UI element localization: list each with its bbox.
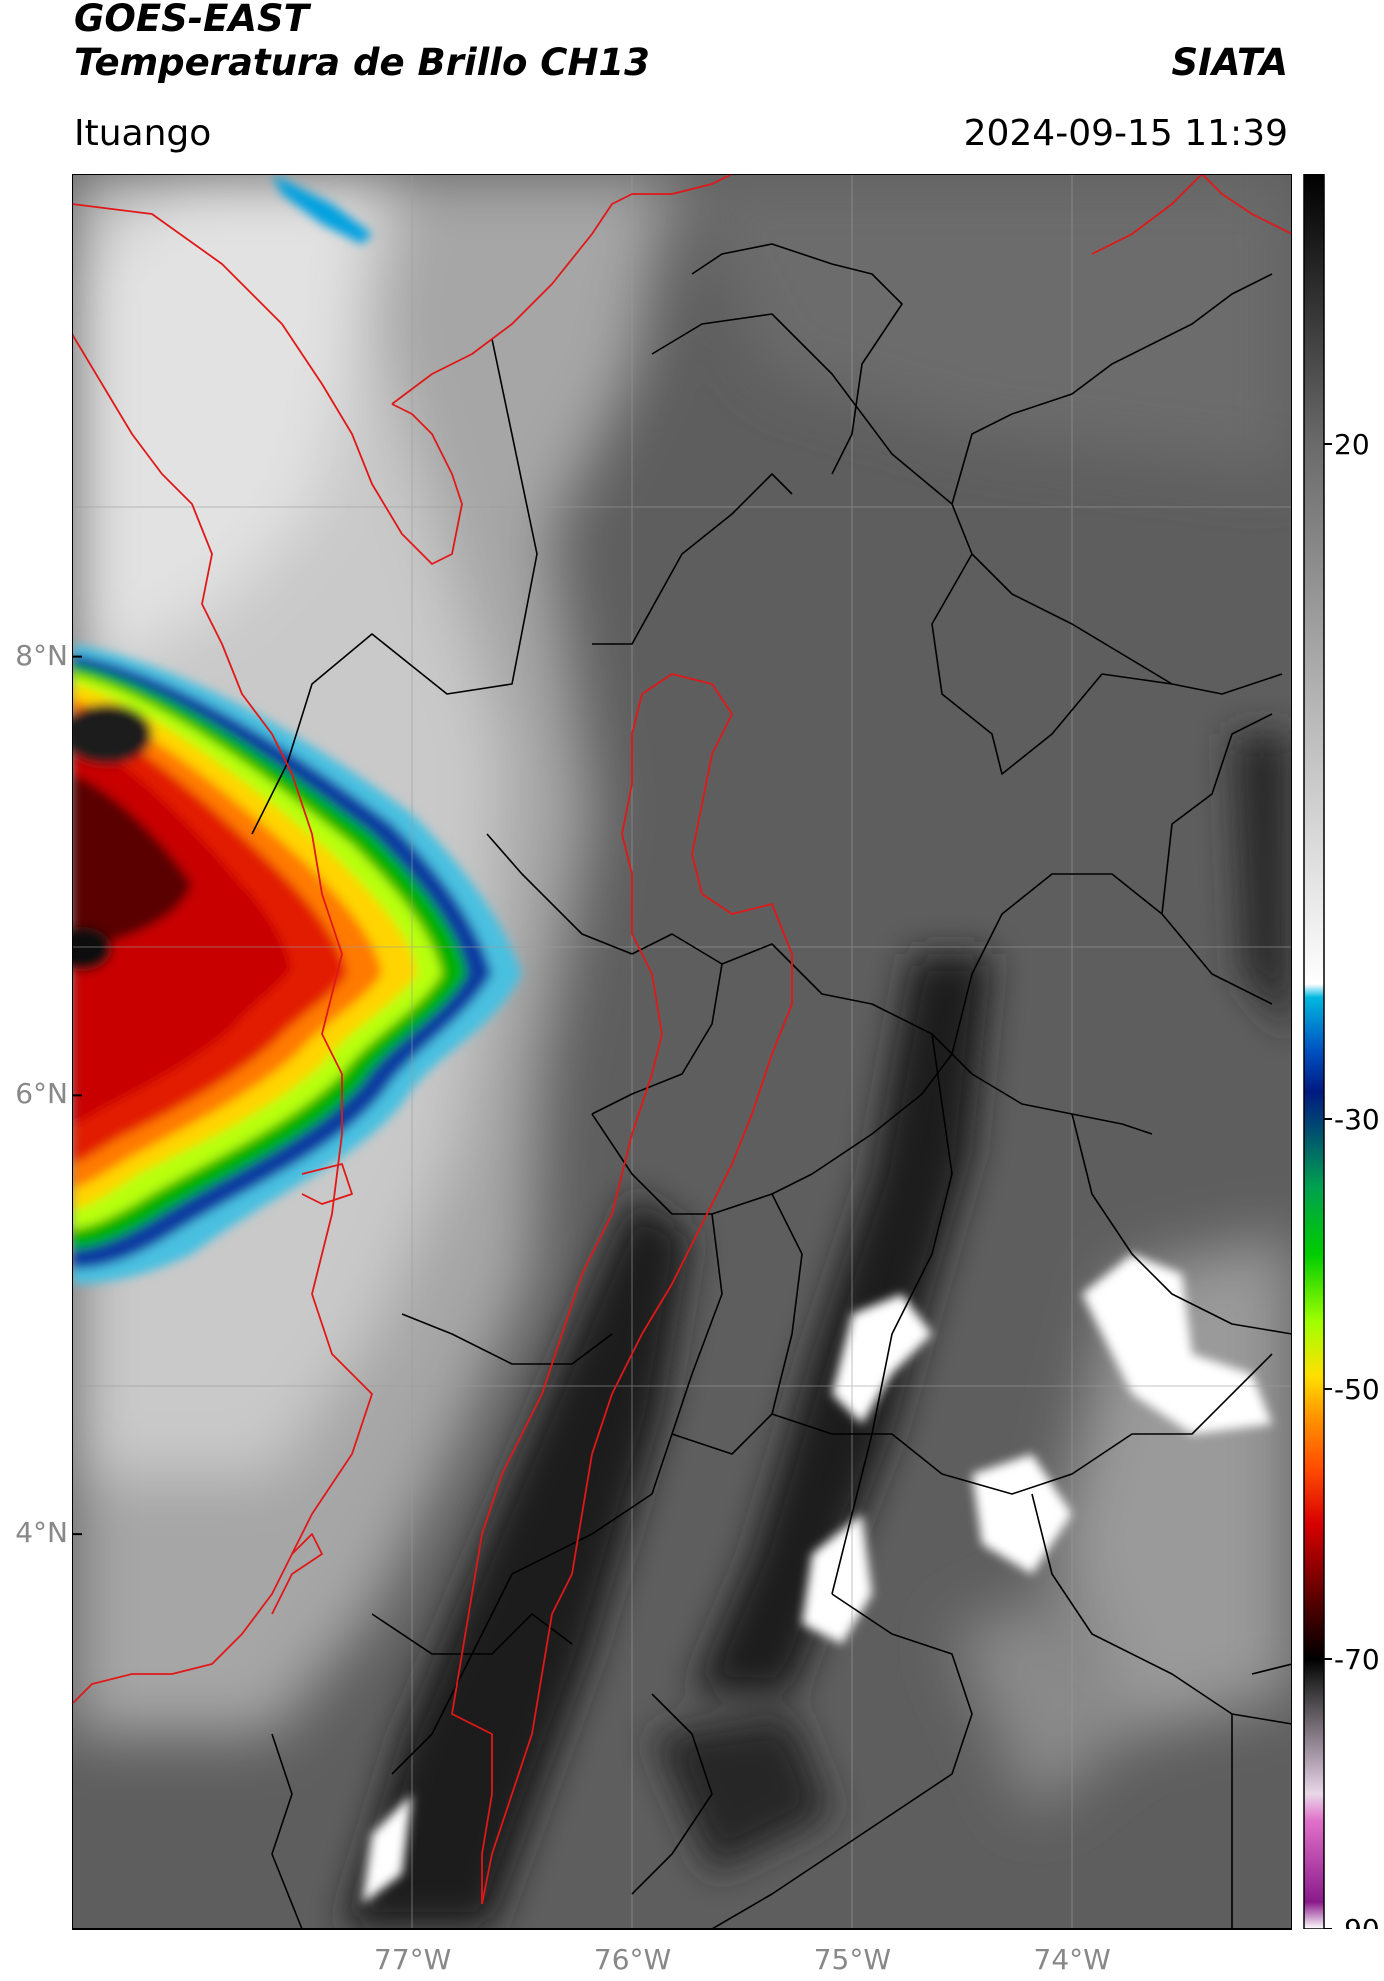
colorbar-tick-label: -50 [1334,1373,1380,1406]
lat-tick-label: 6°N [15,1077,68,1111]
timestamp-label: 2024-09-15 11:39 [963,113,1288,154]
map-raster [72,174,1292,1929]
lat-tick-labels [72,655,82,1536]
satellite-map: 77°W 76°W 75°W 74°W [72,174,1292,1976]
colorbar-gradient [1303,174,1325,1929]
region-label: Ituango [74,113,212,154]
graticule [72,174,1292,1929]
satellite-title: GOES-EAST [74,0,309,40]
lat-tick-label: 8°N [15,638,68,672]
lon-tick-label: 75°W [814,1943,891,1976]
lon-tick-labels: 77°W 76°W 75°W 74°W [374,1943,1111,1976]
colorbar-tick-label: -70 [1334,1643,1380,1676]
map-frame [72,174,1292,1930]
colorbar: 20 -30 -50 -70 -90 [1303,174,1380,1929]
lon-tick-label: 74°W [1034,1943,1111,1976]
product-title: Temperatura de Brillo CH13 [74,41,650,84]
lat-tick-label: 4°N [15,1516,68,1550]
agency-label: SIATA [1171,41,1288,84]
colorbar-ticks: 20 -30 -50 -70 -90 [1324,428,1380,1929]
colorbar-tick-label: -90 [1334,1913,1380,1929]
colorbar-tick-label: -30 [1334,1103,1380,1136]
admin-boundaries [251,243,1292,1929]
coastline [72,174,1292,1905]
lon-tick-label: 77°W [374,1943,451,1976]
colorbar-tick-label: 20 [1334,428,1370,461]
lon-tick-label: 76°W [594,1943,671,1976]
